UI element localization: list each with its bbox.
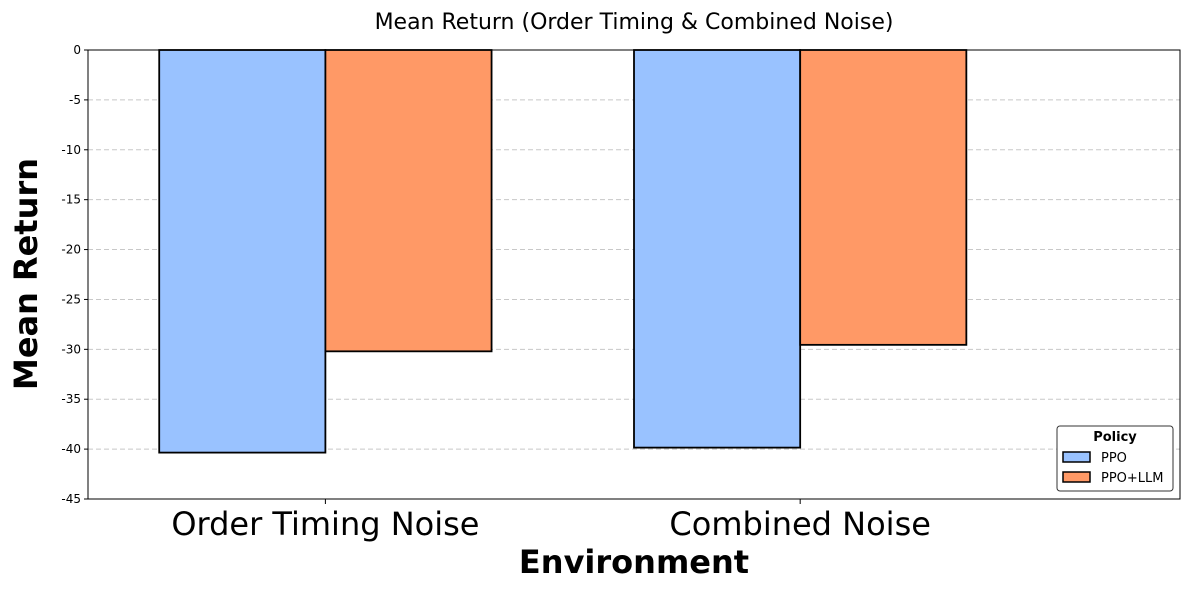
plot-frame [87,49,1181,500]
x-axis-ticks: Order Timing Noise Combined Noise [171,499,931,543]
y-tick-label: -10 [61,143,81,157]
y-tick-label: -45 [61,492,81,506]
legend-swatch [1062,471,1091,483]
x-axis-label: Environment [519,543,749,581]
chart-title: Mean Return (Order Timing & Combined Noi… [375,10,894,35]
y-tick-label: -5 [69,93,81,107]
legend-entry: PPO [1101,451,1127,466]
bars [158,49,968,454]
y-tick-label: -25 [61,292,81,306]
y-tick-label: -40 [61,442,81,456]
x-tick-label: Combined Noise [669,505,931,543]
y-tick-label: -30 [61,342,81,356]
legend-swatch [1062,451,1091,463]
bar-ppo-llm-0 [324,49,493,353]
y-axis-label: Mean Return [7,158,45,390]
bar-ppo-1 [633,49,802,449]
y-tick-label: -15 [61,193,81,207]
y-axis-ticks: 0 -5 -10 -15 -20 -25 -30 -35 -40 -45 [61,43,88,506]
legend: Policy PPO PPO+LLM [1056,425,1174,492]
legend-entry: PPO+LLM [1101,471,1164,486]
bar-ppo-0 [158,49,327,454]
bar-ppo-llm-1 [799,49,968,346]
x-tick-label: Order Timing Noise [171,505,479,543]
y-tick-label: -20 [61,243,81,257]
y-tick-label: -35 [61,392,81,406]
y-tick-label: 0 [73,43,81,57]
legend-title: Policy [1093,430,1137,445]
